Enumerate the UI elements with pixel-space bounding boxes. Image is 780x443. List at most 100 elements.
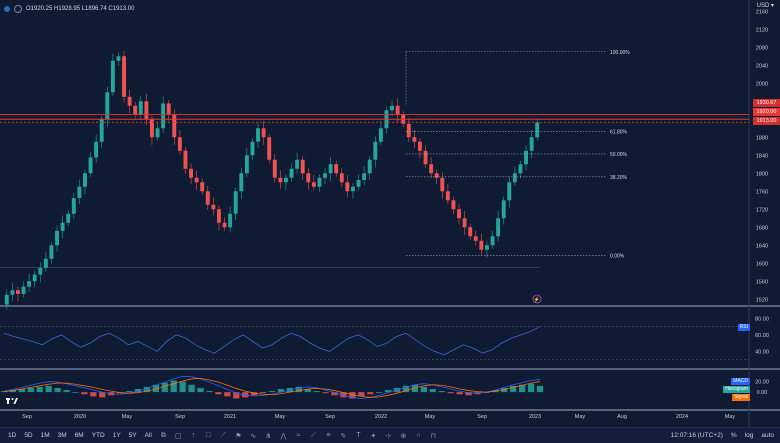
- macd-histogram-bar: [90, 392, 97, 397]
- timeframe-5d[interactable]: 5D: [24, 432, 33, 439]
- magnet-icon[interactable]: ∩: [415, 432, 421, 439]
- candle-body: [367, 159, 372, 174]
- macd-histogram-bar: [501, 387, 508, 393]
- macd-histogram-bar: [527, 383, 535, 393]
- candle-body: [334, 164, 339, 174]
- candle-body: [395, 105, 400, 115]
- pattern-icon[interactable]: ⋀: [280, 432, 287, 440]
- candle-body: [32, 274, 37, 282]
- marker-icon[interactable]: ✦: [370, 432, 377, 440]
- candle-body: [38, 267, 43, 275]
- currency-label[interactable]: USD ▾: [756, 3, 774, 9]
- timeframe-1d[interactable]: 1D: [8, 432, 17, 439]
- candle-body: [311, 182, 316, 187]
- x-tick-label: Sep: [175, 414, 185, 420]
- auto-toggle[interactable]: auto: [761, 432, 774, 439]
- timeframe-1y[interactable]: 1Y: [112, 432, 121, 439]
- candle-body: [256, 128, 260, 142]
- rsi-label: RSI: [737, 324, 750, 331]
- price-tag-mid: 1920.00: [753, 108, 780, 116]
- y-tick-label: 1840: [756, 153, 768, 159]
- macd-histogram-bar: [170, 380, 177, 393]
- flag-icon[interactable]: ⚑: [235, 432, 242, 440]
- macd-histogram-bar: [27, 387, 34, 393]
- candle-body: [496, 218, 501, 237]
- percent-toggle[interactable]: %: [730, 432, 737, 439]
- macd-histogram-bar: [358, 392, 365, 397]
- pitchfork-icon[interactable]: ⋔: [265, 432, 272, 440]
- y-tick-label: 1560: [756, 279, 768, 285]
- candle-body: [272, 159, 277, 178]
- wave-icon[interactable]: ≈: [296, 432, 301, 439]
- timeframe-all[interactable]: All: [144, 432, 152, 439]
- candles-group: [4, 50, 540, 310]
- y-tick-label: 1760: [756, 189, 768, 195]
- y-tick-label: 1880: [756, 135, 768, 141]
- y-tick-label: 2040: [756, 63, 768, 69]
- macd-histogram-bar: [367, 392, 374, 395]
- tradingview-logo-icon[interactable]: [6, 396, 18, 406]
- candle-body: [122, 56, 126, 97]
- macd-histogram-bar: [376, 392, 383, 393]
- clock-time[interactable]: 12:07:16 (UTC+2): [670, 432, 723, 439]
- candle-body: [434, 173, 439, 178]
- candle-body: [317, 177, 322, 187]
- macd-histogram-bar: [81, 392, 88, 395]
- candle-body: [228, 213, 233, 228]
- candle-body: [512, 173, 517, 183]
- macd-histogram-bar: [349, 392, 356, 399]
- macd-histogram-bar: [125, 391, 133, 393]
- rectangle-icon[interactable]: □: [206, 432, 211, 439]
- chart-canvas[interactable]: 1520 1560 1600 1640 1680 1720 1760 1800 1840 1880…: [0, 0, 780, 427]
- rsi-tick-label: 40.00: [755, 349, 769, 355]
- measure-icon[interactable]: ⊹: [385, 432, 392, 440]
- fib-icon[interactable]: ≡: [326, 432, 331, 439]
- x-tick-label: May: [425, 414, 436, 420]
- path-icon[interactable]: ∿: [250, 432, 257, 440]
- macd-line: [3, 375, 541, 399]
- candle-body: [462, 218, 467, 228]
- macd-histogram-bar: [45, 385, 52, 393]
- timeframe-6m[interactable]: 6M: [74, 432, 84, 439]
- macd-histogram-bar: [322, 392, 329, 394]
- comment-icon[interactable]: ▢: [175, 432, 182, 440]
- arrow-up-icon[interactable]: ↑: [191, 432, 196, 439]
- text-icon[interactable]: T: [356, 432, 361, 439]
- candle-body: [127, 96, 132, 106]
- candle-body: [138, 101, 143, 115]
- candle-body: [166, 103, 171, 115]
- x-tick-label: 2023: [529, 414, 541, 420]
- macd-histogram-bar: [54, 387, 61, 393]
- timeframe-ytd[interactable]: YTD: [91, 432, 105, 439]
- ruler-icon[interactable]: ⟋: [220, 431, 226, 439]
- candle-body: [457, 209, 461, 219]
- candle-body: [267, 137, 272, 160]
- candle-body: [177, 137, 182, 151]
- lock-icon[interactable]: ⊓: [430, 432, 437, 440]
- candle-body: [468, 227, 473, 237]
- macd-histogram-bar: [313, 391, 320, 393]
- goto-date-icon[interactable]: ⧉: [160, 431, 166, 439]
- visibility-eye-icon[interactable]: [14, 5, 22, 13]
- y-tick-label: 1600: [756, 261, 768, 267]
- candle-body: [378, 128, 383, 142]
- fib-level-label: 100.00%: [610, 50, 630, 56]
- timeframe-5y[interactable]: 5Y: [128, 432, 137, 439]
- lightning-event-icon[interactable]: [532, 294, 542, 304]
- candle-body: [485, 245, 489, 250]
- macd-histogram-bar: [134, 388, 142, 393]
- candle-body: [356, 180, 361, 187]
- x-tick-label: May: [122, 414, 133, 420]
- candle-body: [60, 222, 65, 231]
- toolbar-right: 12:07:16 (UTC+2) % log auto: [671, 428, 774, 443]
- zoom-icon[interactable]: ⊕: [400, 432, 407, 440]
- brush-icon[interactable]: ✎: [340, 432, 347, 440]
- candle-body: [205, 191, 210, 205]
- rsi-line: [3, 326, 541, 356]
- candle-body: [105, 92, 110, 120]
- timeframe-3m[interactable]: 3M: [57, 432, 67, 439]
- log-toggle[interactable]: log: [744, 432, 754, 439]
- timeframe-1m[interactable]: 1M: [40, 432, 50, 439]
- macd-histogram-bar: [519, 384, 526, 393]
- projection-icon[interactable]: ⟋: [310, 431, 316, 439]
